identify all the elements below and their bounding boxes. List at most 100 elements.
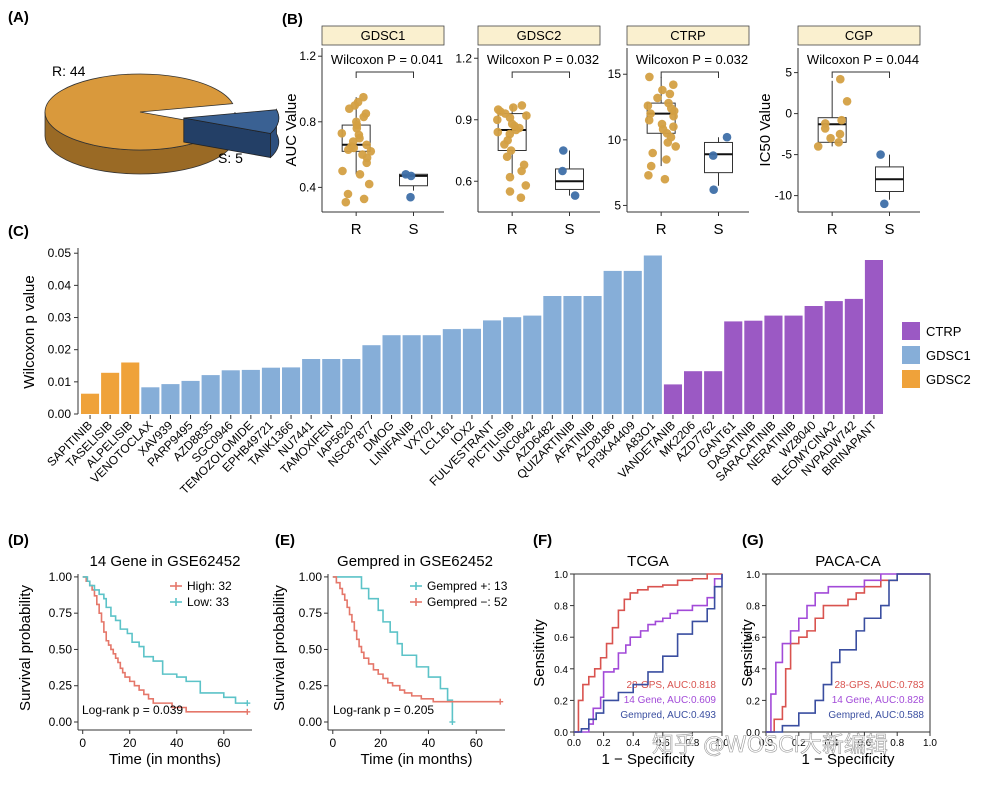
legend-swatch-gdsc1 — [902, 346, 920, 364]
bar-azd6482 — [543, 296, 562, 414]
point-ctrp-R — [648, 148, 657, 158]
panel-label-f: (F) — [533, 532, 552, 549]
legend-swatch-ctrp — [902, 322, 920, 340]
point-ctrp-R — [644, 115, 654, 125]
y-tick-label-kmD: 0.00 — [49, 715, 73, 729]
point-ctrp-R — [646, 161, 656, 171]
box-plots: GDSC1 0.4 0.8 1.2 R S AUC Value Wilcoxon P = 0.… — [283, 25, 921, 238]
x-tick-label-rocF: 0.8 — [685, 738, 699, 749]
pvalue-gdsc1: Wilcoxon P = 0.041 — [331, 52, 443, 67]
bar-y-tick-label: 0.01 — [48, 375, 72, 389]
y-tick-label-gdsc1: 0.4 — [299, 180, 316, 194]
y-tick-label-kmD: 0.25 — [49, 679, 73, 693]
bar-iap5620 — [342, 359, 361, 414]
point-cgp-R — [836, 74, 845, 84]
legend-label-rocG: Gempred, AUC:0.588 — [828, 710, 924, 721]
point-ctrp-R — [669, 122, 678, 131]
x-axis-title-kmE: Time (in months) — [361, 751, 473, 768]
point-ctrp-R — [646, 109, 655, 118]
x-tick-label-gdsc1: R — [351, 221, 362, 238]
pie-slice-s — [183, 109, 280, 134]
strip-label-cgp: CGP — [845, 28, 873, 43]
bar-sgc0946 — [221, 370, 240, 414]
y-tick-label-cgp: 0 — [785, 107, 792, 121]
bar-y-tick-label: 0.02 — [48, 343, 72, 357]
x-tick-label-rocF: 1.0 — [715, 738, 729, 749]
bar-tank1366 — [282, 367, 301, 414]
point-cgp-S — [880, 199, 889, 209]
strip-gdsc2 — [477, 25, 601, 46]
y-tick-label-rocG: 0.8 — [746, 602, 760, 613]
point-gdsc1-R — [366, 147, 376, 156]
x-tick-label-kmD: 40 — [170, 736, 184, 750]
point-ctrp-R — [644, 171, 653, 180]
point-gdsc2-R — [517, 166, 526, 176]
x-tick-label-rocG: 0.2 — [792, 738, 806, 749]
pvalue-gdsc2: Wilcoxon P = 0.032 — [487, 52, 599, 67]
legend-label-ctrp: CTRP — [926, 324, 961, 339]
bar-y-tick-label: 0.04 — [48, 278, 72, 292]
point-gdsc1-R — [359, 194, 369, 204]
pvalue-bracket-gdsc2 — [511, 71, 570, 78]
panel-label-e: (E) — [275, 532, 295, 549]
strip-label-gdsc1: GDSC1 — [361, 28, 406, 43]
point-ctrp-R — [645, 72, 654, 82]
bar-nu7441 — [302, 359, 321, 414]
legend-label-rocG: 14 Gene, AUC:0.828 — [832, 695, 925, 706]
bar-gant61 — [724, 321, 743, 414]
bar-quizartinib — [563, 296, 582, 414]
y-tick-label-rocF: 0.8 — [554, 602, 568, 613]
point-cgp-R — [813, 142, 823, 151]
frame-rocF — [573, 573, 723, 733]
panel-label-d: (D) — [8, 532, 29, 549]
point-ctrp-R — [658, 85, 667, 95]
point-gdsc2-R — [505, 172, 515, 182]
point-gdsc1-R — [364, 179, 374, 189]
bar-fulvestrant — [483, 320, 502, 414]
point-ctrp-R — [669, 80, 678, 89]
legend-label-gdsc2: GDSC2 — [926, 372, 971, 387]
bar-vx702 — [422, 335, 441, 414]
point-gdsc2-S — [570, 191, 580, 200]
point-gdsc1-R — [355, 133, 364, 143]
legend-label-kmD: High: 32 — [187, 579, 232, 593]
x-tick-label-rocG: 1.0 — [923, 738, 937, 749]
strip-cgp — [797, 25, 921, 46]
point-ctrp-S — [709, 185, 718, 194]
bar-pi3ka4409 — [623, 270, 642, 414]
bar-birinapant — [864, 260, 883, 414]
strip-label-gdsc2: GDSC2 — [517, 28, 562, 43]
y-tick-label-cgp: -10 — [775, 189, 793, 203]
legend-label-kmE: Gempred −: 52 — [427, 595, 508, 609]
pvalue-bracket-cgp — [831, 71, 890, 78]
y-tick-label-rocG: 0.4 — [746, 665, 760, 676]
bar-sapitinib — [81, 393, 100, 414]
point-gdsc2-R — [521, 181, 531, 190]
y-axis-title-kmD: Survival probability — [17, 585, 34, 711]
x-tick-label-rocF: 0.4 — [626, 738, 640, 749]
x-tick-label-kmE: 40 — [422, 736, 436, 750]
bar-y-tick-label: 0.05 — [48, 246, 72, 260]
bar-wz8040 — [804, 306, 823, 414]
bar-a83o1 — [643, 255, 662, 414]
y-tick-label-kmD: 0.50 — [49, 642, 73, 656]
logrank-annotation-kmE: Log-rank p = 0.205 — [333, 703, 434, 717]
y-tick-label-gdsc1: 1.2 — [299, 49, 316, 63]
point-ctrp-S — [708, 151, 718, 160]
x-axis-title-rocF: 1 − Specificity — [602, 751, 695, 768]
point-gdsc2-R — [493, 115, 502, 125]
y-axis-title-cgp: IC50 Value — [757, 93, 774, 166]
y-tick-label-kmE: 0.50 — [299, 642, 323, 656]
bar-chart: 0.00 0.01 0.02 0.03 0.04 0.05 Wilcoxon p value… — [21, 246, 971, 497]
y-tick-label-cgp: -5 — [781, 148, 792, 162]
point-gdsc1-S — [406, 171, 416, 181]
x-tick-label-cgp: S — [884, 221, 894, 238]
x-tick-label-kmD: 20 — [123, 736, 137, 750]
pvalue-bracket-gdsc1 — [355, 71, 414, 78]
point-gdsc2-R — [493, 127, 503, 137]
y-axis-title-rocF: Sensitivity — [531, 619, 548, 687]
bar-neratinib — [784, 315, 803, 414]
bar-y-axis-title: Wilcoxon p value — [21, 275, 38, 388]
x-tick-label-gdsc2: S — [564, 221, 574, 238]
